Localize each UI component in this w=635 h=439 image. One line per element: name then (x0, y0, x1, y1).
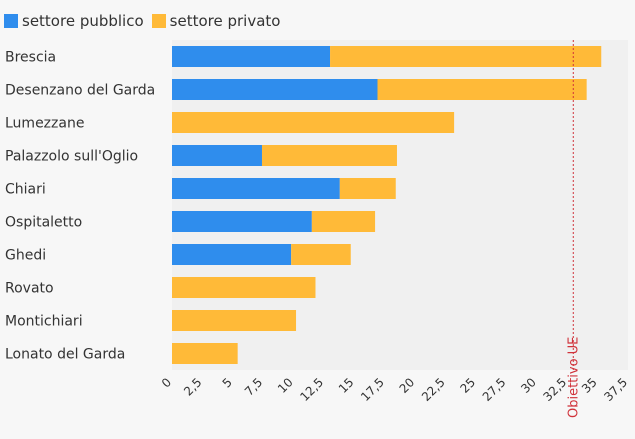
category-label: Brescia (5, 50, 56, 66)
x-tick-label: 15 (336, 375, 357, 396)
bar-private[interactable] (261, 145, 397, 166)
bar-private[interactable] (330, 46, 602, 67)
category-label: Rovato (5, 281, 54, 297)
legend-label-public: settore pubblico (22, 12, 144, 30)
x-tick-label: 17,5 (358, 375, 387, 404)
x-tick-label: 25 (457, 375, 478, 396)
reference-line-label: Obiettivo UE (566, 337, 581, 418)
category-label: Ghedi (5, 248, 46, 264)
x-tick-label: 35 (579, 375, 600, 396)
x-tick-label: 2,5 (181, 375, 204, 398)
bar-private[interactable] (291, 244, 351, 265)
bar-private[interactable] (172, 277, 316, 298)
bar-private[interactable] (172, 343, 238, 364)
bar-public[interactable] (172, 79, 378, 100)
x-tick-label: 10 (275, 375, 296, 396)
x-tick-label: 5 (220, 375, 235, 390)
legend-label-private: settore privato (169, 12, 281, 30)
x-tick-label: 27,5 (480, 375, 509, 404)
x-tick-label: 37,5 (601, 375, 630, 404)
bar-public[interactable] (172, 244, 292, 265)
x-tick-label: 32,5 (541, 375, 570, 404)
legend-item-public[interactable]: settore pubblico (4, 12, 144, 30)
x-tick-label: 12,5 (297, 375, 326, 404)
bar-public[interactable] (172, 46, 331, 67)
legend-swatch-public (4, 14, 18, 28)
x-tick-label: 22,5 (419, 375, 448, 404)
bar-private[interactable] (172, 310, 297, 331)
x-tick-label: 0 (159, 375, 174, 390)
category-label: Montichiari (5, 314, 83, 330)
category-label: Desenzano del Garda (5, 83, 155, 99)
bar-private[interactable] (377, 79, 587, 100)
bar-private[interactable] (172, 112, 455, 133)
category-label: Lonato del Garda (5, 347, 125, 363)
x-tick-label: 20 (397, 375, 418, 396)
x-tick-label: 7,5 (242, 375, 265, 398)
legend: settore pubblico settore privato (4, 10, 288, 32)
bar-private[interactable] (311, 211, 376, 232)
category-label: Palazzolo sull'Oglio (5, 149, 138, 165)
category-label: Lumezzane (5, 116, 84, 132)
legend-item-private[interactable]: settore privato (151, 12, 281, 30)
bar-public[interactable] (172, 211, 312, 232)
category-label: Chiari (5, 182, 46, 198)
bar-public[interactable] (172, 178, 340, 199)
category-label: Ospitaletto (5, 215, 82, 231)
bar-private[interactable] (339, 178, 396, 199)
bar-public[interactable] (172, 145, 262, 166)
x-tick-label: 30 (518, 375, 539, 396)
legend-swatch-private (151, 14, 166, 28)
